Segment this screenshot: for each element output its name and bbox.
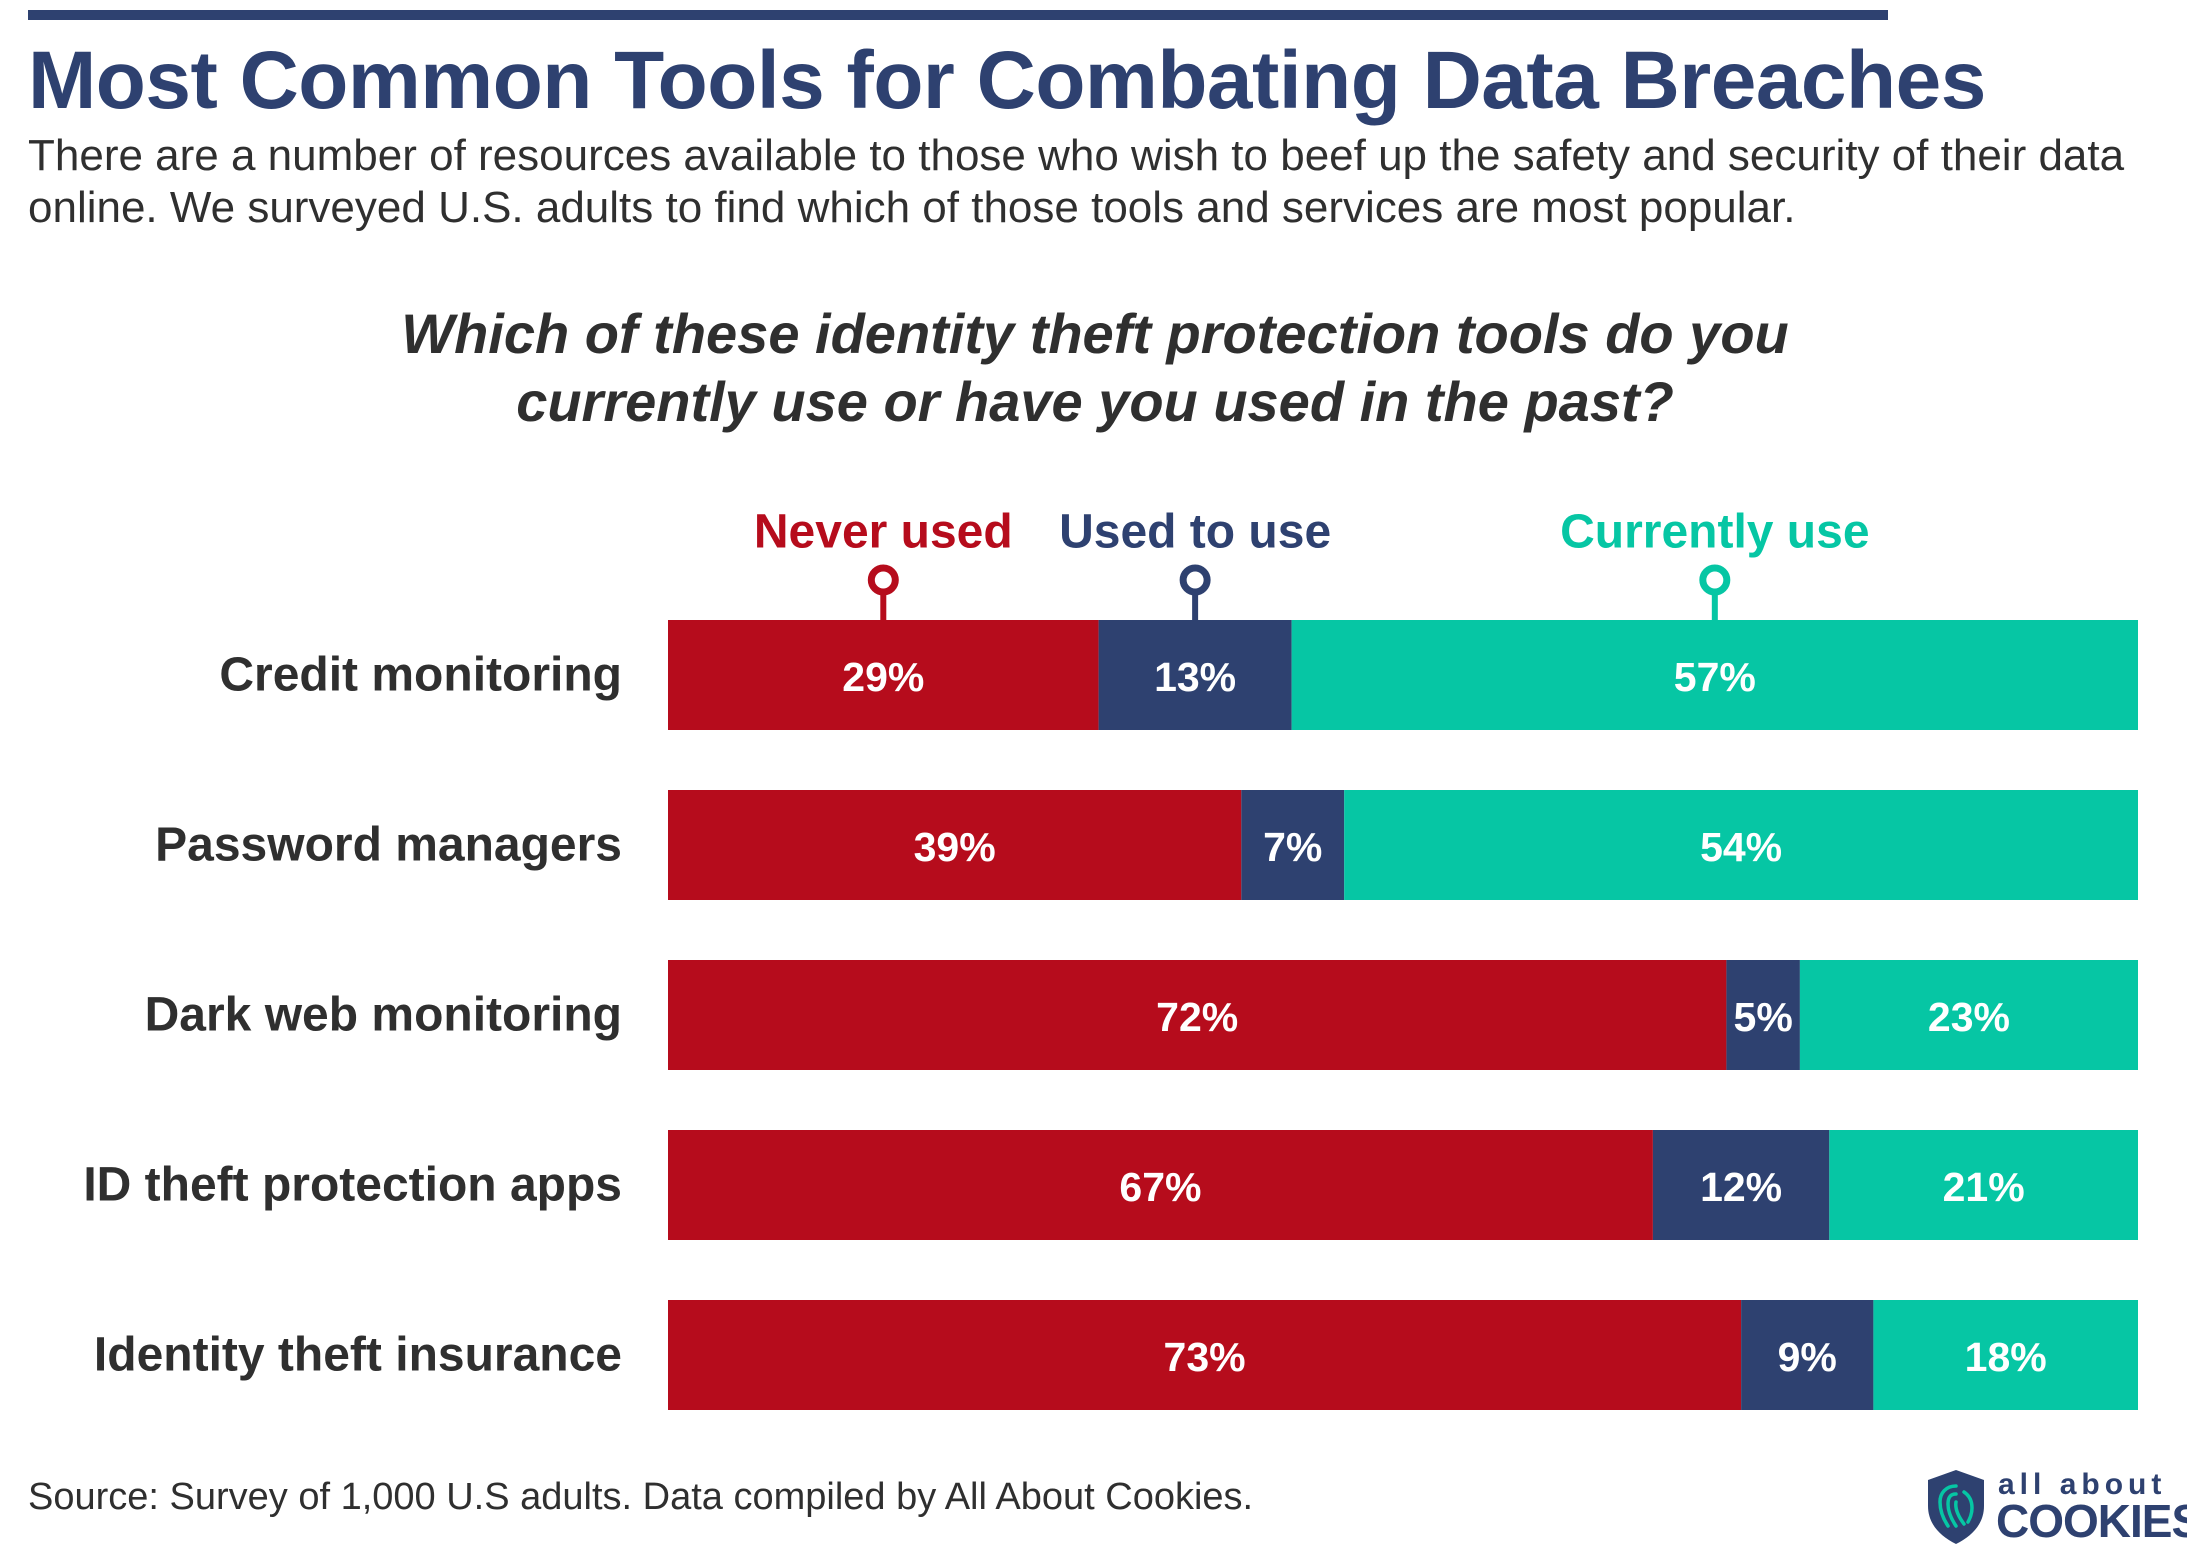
segment-label: 9% — [1778, 1334, 1837, 1380]
brand-text-big: COOKIES — [1996, 1495, 2187, 1547]
bar-segment — [1873, 1300, 2138, 1410]
brand-text-small: all about — [1998, 1468, 2167, 1501]
legend-label: Never used — [754, 506, 1013, 559]
bar-segment — [668, 620, 1099, 730]
brand-logo: all about COOKIES — [1918, 1468, 2187, 1548]
category-label: Dark web monitoring — [145, 989, 622, 1042]
bar-segment — [1829, 1130, 2138, 1240]
category-label: Password managers — [155, 819, 622, 872]
bar-segment — [668, 1130, 1653, 1240]
segment-label: 39% — [914, 824, 996, 870]
bar-segment — [1291, 620, 2138, 730]
page-title: Most Common Tools for Combating Data Bre… — [28, 35, 1986, 126]
segment-label: 72% — [1156, 994, 1238, 1040]
bar-segment — [1726, 960, 1800, 1070]
segment-label: 57% — [1674, 654, 1756, 700]
segment-label: 54% — [1700, 824, 1782, 870]
chart-title: Which of these identity theft protection… — [401, 302, 1789, 433]
bar-segment — [1344, 790, 2138, 900]
stacked-bar-chart: Credit monitoring 29% 13% 57% Password manag… — [83, 506, 2138, 1410]
segment-label: 12% — [1700, 1164, 1782, 1210]
segment-label: 18% — [1965, 1334, 2047, 1380]
top-rule — [28, 10, 1888, 20]
legend-label: Currently use — [1560, 506, 1869, 559]
bar-segment — [1098, 620, 1292, 730]
bar-segment — [668, 1300, 1742, 1410]
legend-pin-marker — [1179, 564, 1211, 596]
segment-label: 7% — [1263, 824, 1322, 870]
bar-segment — [1741, 1300, 1874, 1410]
source-note: Source: Survey of 1,000 U.S adults. Data… — [28, 1476, 1254, 1518]
category-label: ID theft protection apps — [83, 1159, 622, 1212]
segment-label: 23% — [1928, 994, 2010, 1040]
category-label: Credit monitoring — [219, 649, 622, 702]
bar-segment — [668, 960, 1727, 1070]
segment-label: 5% — [1734, 994, 1793, 1040]
segment-label: 29% — [842, 654, 924, 700]
bar-segment — [1799, 960, 2138, 1070]
bar-segment — [668, 790, 1242, 900]
bar-segment — [1241, 790, 1345, 900]
bar-segment — [1652, 1130, 1830, 1240]
segment-label: 13% — [1154, 654, 1236, 700]
page-subtitle: There are a number of resources availabl… — [28, 131, 2125, 232]
legend-label: Used to use — [1059, 506, 1331, 559]
category-label: Identity theft insurance — [94, 1329, 622, 1382]
segment-label: 67% — [1119, 1164, 1201, 1210]
legend-pin-marker — [867, 564, 899, 596]
segment-label: 21% — [1943, 1164, 2025, 1210]
legend-pin-marker — [1699, 564, 1731, 596]
segment-label: 73% — [1164, 1334, 1246, 1380]
shield-fingerprint-icon — [1928, 1470, 1984, 1544]
